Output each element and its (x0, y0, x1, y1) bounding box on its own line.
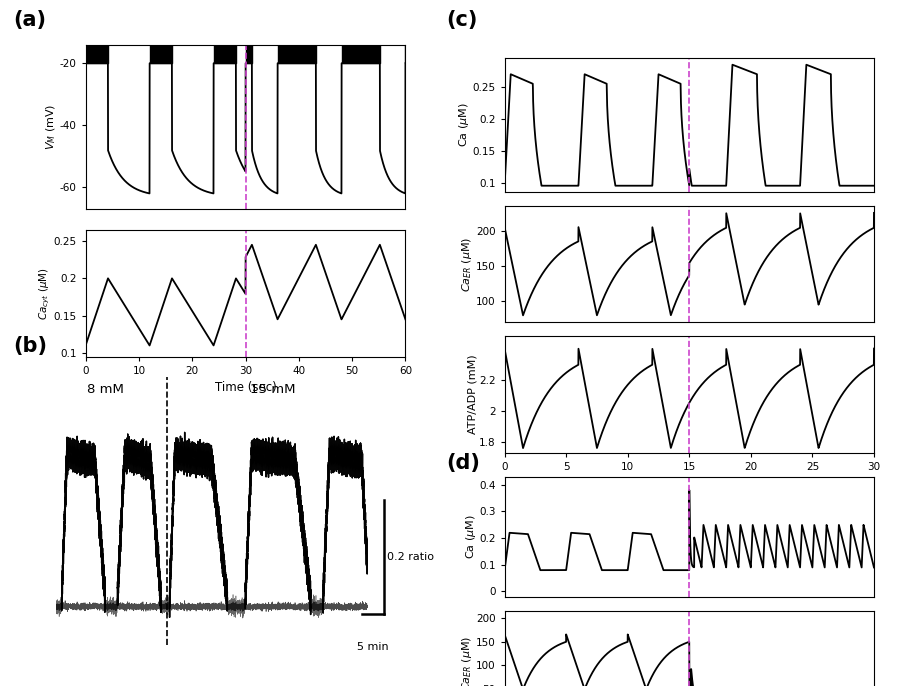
Text: 8 mM: 8 mM (87, 383, 124, 396)
Text: (a): (a) (14, 10, 47, 30)
Y-axis label: ATP/ADP (mM): ATP/ADP (mM) (468, 355, 478, 434)
Y-axis label: Ca ($\mu$M): Ca ($\mu$M) (457, 103, 471, 147)
Text: (c): (c) (446, 10, 478, 30)
Text: 15 mM: 15 mM (250, 383, 296, 396)
Text: 0.2 ratio: 0.2 ratio (387, 552, 434, 562)
Y-axis label: $Ca_{ER}$ ($\mu$M): $Ca_{ER}$ ($\mu$M) (460, 237, 475, 292)
X-axis label: Time (sec): Time (sec) (214, 381, 277, 394)
Y-axis label: $Ca_{ER}$ ($\mu$M): $Ca_{ER}$ ($\mu$M) (460, 636, 475, 686)
Text: (b): (b) (14, 336, 48, 356)
Text: 5 min: 5 min (357, 642, 388, 652)
Y-axis label: $V_M$ (mV): $V_M$ (mV) (45, 104, 59, 150)
Text: (d): (d) (446, 453, 480, 473)
Y-axis label: Ca ($\mu$M): Ca ($\mu$M) (464, 514, 478, 559)
X-axis label: Time (min): Time (min) (657, 477, 722, 490)
Y-axis label: $Ca_{cyt}$ ($\mu$M): $Ca_{cyt}$ ($\mu$M) (38, 267, 52, 320)
